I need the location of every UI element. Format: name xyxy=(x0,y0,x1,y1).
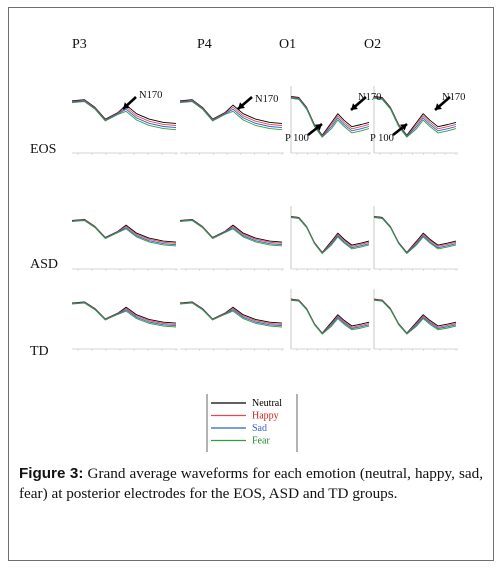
waveform-sad xyxy=(179,219,283,246)
erp-panel-eos-o1 xyxy=(290,86,371,155)
electrode-label-o1: O1 xyxy=(279,37,296,52)
n170-arrow-o1 xyxy=(350,96,367,111)
waveform-happy xyxy=(71,219,177,244)
erp-panel-eos-o2 xyxy=(373,86,458,155)
waveform-neutral xyxy=(179,99,283,124)
waveform-fear xyxy=(179,220,283,247)
electrode-label-p4: P4 xyxy=(197,37,212,52)
group-label-td: TD xyxy=(30,344,49,359)
waveform-fear xyxy=(373,217,457,255)
waveform-sad xyxy=(71,100,177,129)
caption-text: Grand average waveforms for each emotion… xyxy=(19,465,483,502)
legend-item-fear: Fear xyxy=(211,436,270,447)
electrode-label-p3: P3 xyxy=(72,37,87,52)
caption-label: Figure 3: xyxy=(19,465,84,482)
erp-panel-td-p4 xyxy=(179,301,284,351)
erp-panel-asd-o2 xyxy=(373,206,458,271)
n170-arrow-o2 xyxy=(434,96,451,111)
waveform-neutral xyxy=(71,99,177,124)
erp-panel-eos-p3 xyxy=(71,99,178,155)
legend-label: Sad xyxy=(252,423,267,434)
waveform-happy xyxy=(179,99,283,126)
p100-label-o1: P 100 xyxy=(285,133,309,144)
erp-figure: P3 P4 O1 O2 EOS ASD TD N170 N170 N170 N170 P 100 P… xyxy=(30,37,465,452)
waveform-sad xyxy=(179,100,283,129)
erp-panel-asd-p4 xyxy=(179,218,284,271)
waveform-happy xyxy=(71,301,177,325)
waveform-fear xyxy=(373,299,457,335)
legend-item-sad: Sad xyxy=(211,423,267,434)
figure-caption: Figure 3: Grand average waveforms for ea… xyxy=(19,464,483,504)
n170-label-o1: N170 xyxy=(358,92,381,103)
waveform-sad xyxy=(71,302,177,327)
waveform-fear xyxy=(71,220,177,247)
legend-item-happy: Happy xyxy=(211,411,279,422)
legend-label: Fear xyxy=(252,436,270,447)
erp-panel-asd-p3 xyxy=(71,218,178,271)
waveform-fear xyxy=(179,101,283,131)
waveform-fear xyxy=(71,101,177,131)
waveform-fear xyxy=(290,299,370,335)
waveform-happy xyxy=(179,219,283,244)
waveform-fear xyxy=(290,97,370,138)
erp-panel-td-o2 xyxy=(373,289,458,351)
erp-panel-asd-o1 xyxy=(290,206,371,271)
erp-panel-eos-p4 xyxy=(179,99,284,155)
legend-item-neutral: Neutral xyxy=(211,398,282,409)
waveform-sad xyxy=(179,302,283,327)
p100-arrow-o1 xyxy=(307,122,323,137)
group-label-eos: EOS xyxy=(30,142,56,157)
waveform-happy xyxy=(71,99,177,126)
waveform-sad xyxy=(71,219,177,246)
electrode-label-o2: O2 xyxy=(364,37,381,52)
waveform-fear xyxy=(71,302,177,328)
legend-label: Happy xyxy=(252,411,279,422)
waveform-fear xyxy=(290,217,370,255)
waveform-fear xyxy=(373,97,457,138)
group-label-asd: ASD xyxy=(30,257,58,272)
legend-label: Neutral xyxy=(252,398,282,409)
p100-label-o2: P 100 xyxy=(370,133,394,144)
n170-arrow-p4 xyxy=(237,96,253,110)
waveform-fear xyxy=(179,302,283,328)
n170-label-p4: N170 xyxy=(255,94,278,105)
erp-panel-td-p3 xyxy=(71,301,178,351)
erp-panel-td-o1 xyxy=(290,289,371,351)
p100-arrow-o2 xyxy=(392,122,408,137)
n170-label-p3: N170 xyxy=(139,90,162,101)
n170-arrow-p3 xyxy=(122,96,137,110)
n170-label-o2: N170 xyxy=(442,92,465,103)
